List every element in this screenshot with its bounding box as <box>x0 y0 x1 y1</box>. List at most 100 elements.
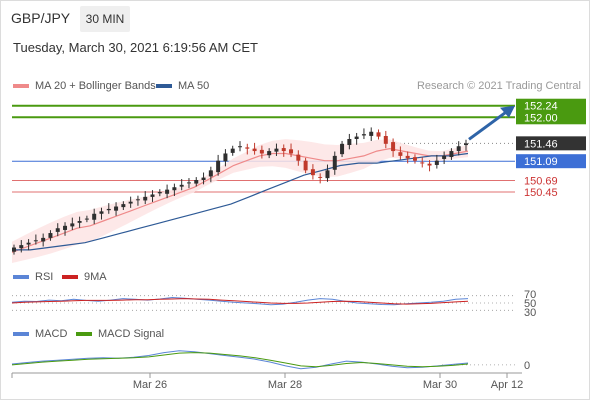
candle-body <box>420 162 425 164</box>
candle-body <box>99 211 104 214</box>
rsi-ma-swatch <box>62 275 78 279</box>
candle-body <box>259 149 264 154</box>
candle-body <box>63 225 68 230</box>
candle-body <box>201 177 206 180</box>
ma20-swatch <box>13 84 29 88</box>
candle-body <box>318 176 323 178</box>
candle-body <box>347 139 352 145</box>
candle-body <box>172 187 177 191</box>
candle-body <box>165 189 170 194</box>
candle-body <box>289 149 294 154</box>
macd-zero-label: 0 <box>524 360 530 372</box>
candle-body <box>369 131 374 136</box>
candle-body <box>391 142 396 152</box>
candle-body <box>274 148 279 152</box>
candle-body <box>325 170 330 179</box>
candle-body <box>70 223 75 227</box>
candle-body <box>245 147 250 149</box>
legend-ma20: MA 20 + Bollinger Bands <box>13 80 156 92</box>
level-tag <box>516 110 586 125</box>
candle-body <box>442 155 447 159</box>
candle-body <box>434 160 439 165</box>
candle-body <box>84 218 89 220</box>
current-price-label: 151.46 <box>524 138 558 150</box>
candle-body <box>281 148 286 152</box>
support-label: 150.69 <box>524 175 558 187</box>
legend-macd-signal-label: MACD Signal <box>98 328 165 340</box>
candle-body <box>26 242 31 245</box>
candle-body <box>48 233 53 238</box>
datetime-label: Tuesday, March 30, 2021 6:19:56 AM CET <box>13 40 258 55</box>
timeframe-button[interactable]: 30 MIN <box>80 6 130 32</box>
legend-ma20-label: MA 20 + Bollinger Bands <box>35 80 156 92</box>
candle-body <box>150 194 155 197</box>
candle-body <box>128 201 133 204</box>
candle-body <box>230 148 235 153</box>
current-price-tag <box>516 136 586 151</box>
candle-body <box>55 228 60 232</box>
macd-swatch <box>13 332 29 336</box>
candle-body <box>143 196 148 201</box>
rsi-50-label: 50 <box>524 298 536 310</box>
candle-body <box>464 143 468 146</box>
bollinger-band <box>12 139 468 263</box>
candle-body <box>354 136 359 139</box>
legend-macd-signal: MACD Signal <box>76 328 164 340</box>
candle-body <box>121 204 126 208</box>
x-tick-label: Apr 12 <box>491 379 523 391</box>
rsi-30-label: 30 <box>524 307 536 319</box>
candle-body <box>77 221 82 223</box>
legend-macd-label: MACD <box>35 328 68 340</box>
legend-rsi: RSI <box>13 271 53 283</box>
candle-body <box>332 155 337 170</box>
candle-body <box>376 132 381 137</box>
candle-body <box>216 160 221 173</box>
candle-body <box>252 148 257 152</box>
candle-body <box>114 206 119 211</box>
pivot-tag <box>516 154 586 169</box>
candle-body <box>12 247 16 252</box>
x-tick-label: Mar 26 <box>133 379 167 391</box>
x-tick-label: Mar 30 <box>423 379 457 391</box>
candle-body <box>383 136 388 144</box>
candle-body <box>398 152 403 156</box>
candle-body <box>427 163 432 166</box>
legend-ma50: MA 50 <box>156 80 209 92</box>
candle-body <box>310 169 315 176</box>
candle-body <box>41 237 46 242</box>
candle-body <box>19 245 24 249</box>
candle-body <box>296 154 301 161</box>
candle-body <box>157 192 162 194</box>
candle-body <box>405 155 410 159</box>
target-arrow-line <box>468 109 509 141</box>
candle-body <box>238 146 242 148</box>
candle-body <box>223 153 228 162</box>
candle-body <box>92 213 97 220</box>
candle-body <box>179 184 184 187</box>
ma50-line <box>12 152 469 251</box>
candle-body <box>267 151 272 156</box>
candle-body <box>208 170 213 177</box>
candle-body <box>194 180 199 184</box>
rsi-swatch <box>13 275 29 279</box>
rsi-ma-line <box>11 298 469 305</box>
rsi-70-label: 70 <box>524 289 536 301</box>
pivot-label: 151.09 <box>524 156 558 168</box>
ma50-swatch <box>156 84 172 88</box>
chart-header: GBP/JPY 30 MIN <box>0 0 588 36</box>
candle-body <box>449 151 454 158</box>
candle-body <box>340 143 345 155</box>
candle-body <box>186 182 191 184</box>
level-label: 152.00 <box>524 112 558 124</box>
legend-ma50-label: MA 50 <box>178 80 210 92</box>
x-tick-label: Mar 28 <box>268 379 302 391</box>
candle-body <box>303 160 308 171</box>
legend-rsi-ma-label: 9MA <box>84 271 107 283</box>
symbol-label[interactable]: GBP/JPY <box>11 10 71 26</box>
macd-signal-line <box>11 352 469 368</box>
legend-macd: MACD <box>13 328 67 340</box>
candle-body <box>456 146 461 152</box>
legend-rsi-ma: 9MA <box>62 271 107 283</box>
target-arrow-head <box>500 105 515 118</box>
